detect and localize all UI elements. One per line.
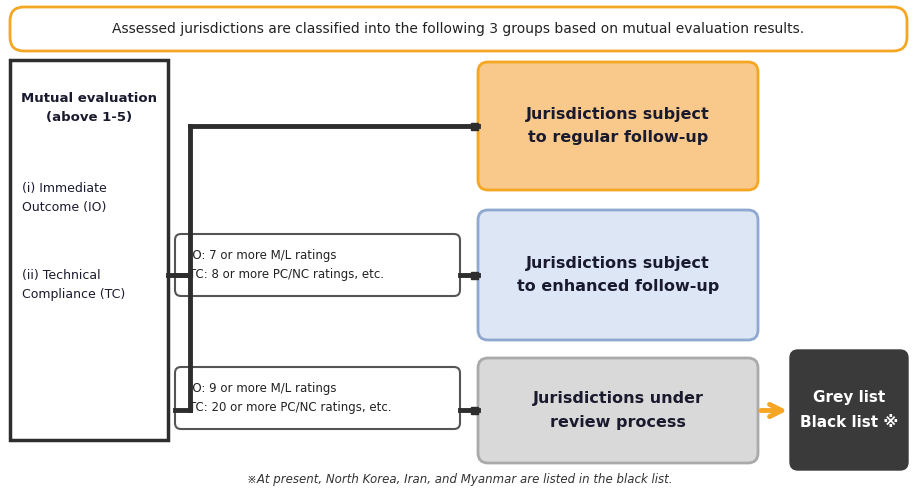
Text: IO: 9 or more M/L ratings
TC: 20 or more PC/NC ratings, etc.: IO: 9 or more M/L ratings TC: 20 or more…: [189, 382, 391, 414]
FancyBboxPatch shape: [478, 62, 758, 190]
FancyBboxPatch shape: [790, 350, 908, 470]
FancyBboxPatch shape: [478, 358, 758, 463]
Text: (ii) Technical
Compliance (TC): (ii) Technical Compliance (TC): [22, 269, 125, 301]
Text: Assessed jurisdictions are classified into the following 3 groups based on mutua: Assessed jurisdictions are classified in…: [112, 22, 804, 36]
Text: Jurisdictions subject
to regular follow-up: Jurisdictions subject to regular follow-…: [526, 107, 709, 145]
Text: IO: 7 or more M/L ratings
TC: 8 or more PC/NC ratings, etc.: IO: 7 or more M/L ratings TC: 8 or more …: [189, 249, 384, 281]
Text: Mutual evaluation: Mutual evaluation: [21, 92, 157, 104]
Bar: [471, 406, 478, 413]
Text: Jurisdictions under
review process: Jurisdictions under review process: [532, 391, 704, 430]
Bar: [471, 272, 478, 278]
Text: ※At present, North Korea, Iran, and Myanmar are listed in the black list.: ※At present, North Korea, Iran, and Myan…: [246, 473, 673, 487]
Text: Jurisdictions subject
to enhanced follow-up: Jurisdictions subject to enhanced follow…: [516, 256, 720, 294]
Bar: [10, 60, 168, 440]
Text: (above 1-5): (above 1-5): [46, 112, 132, 124]
Text: (i) Immediate
Outcome (IO): (i) Immediate Outcome (IO): [22, 182, 107, 214]
FancyBboxPatch shape: [10, 7, 907, 51]
FancyBboxPatch shape: [478, 210, 758, 340]
Text: Grey list
Black list ※: Grey list Black list ※: [800, 390, 898, 430]
Bar: [471, 123, 478, 129]
FancyBboxPatch shape: [175, 367, 460, 429]
FancyBboxPatch shape: [175, 234, 460, 296]
